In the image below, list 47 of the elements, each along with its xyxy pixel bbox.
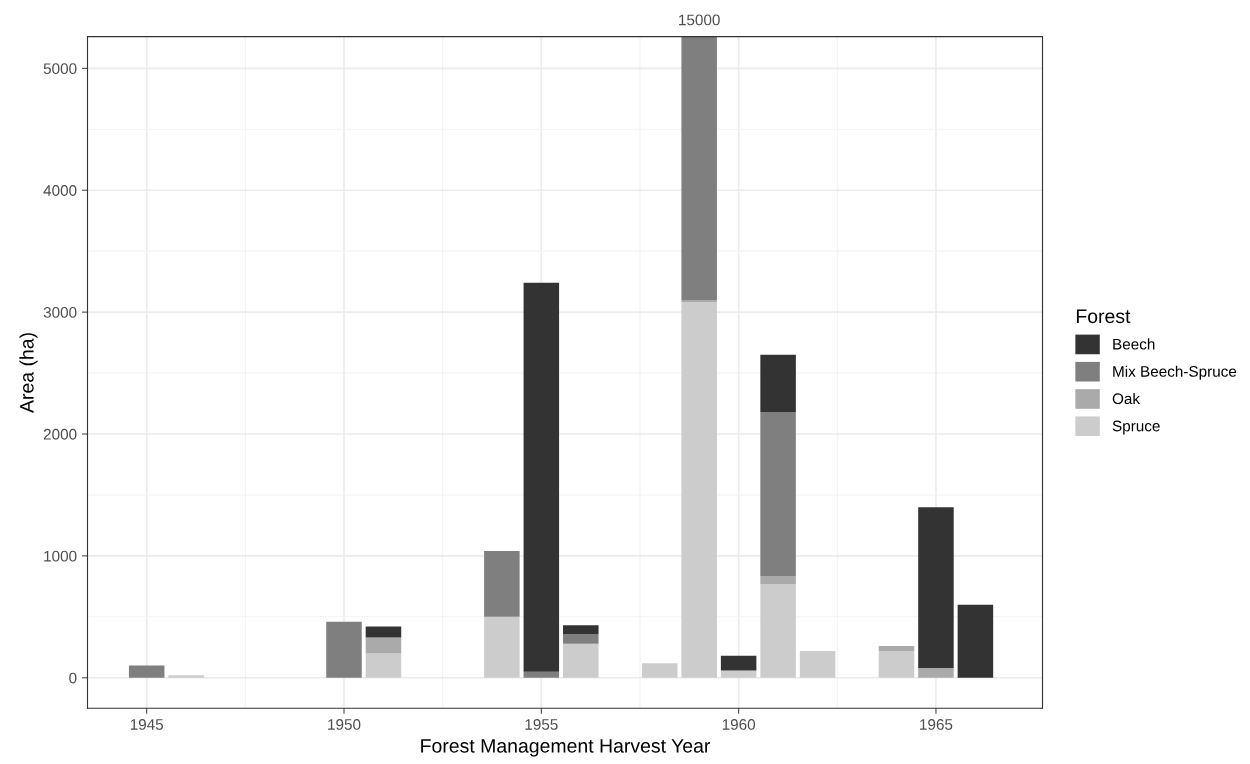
x-tick-label: 1950 bbox=[328, 719, 361, 730]
bar bbox=[799, 650, 836, 678]
bar bbox=[957, 604, 994, 678]
legend-label: Oak bbox=[1112, 392, 1141, 405]
bar bbox=[918, 507, 954, 669]
x-tick-label: 1955 bbox=[525, 719, 558, 730]
bar bbox=[720, 655, 757, 671]
bar bbox=[760, 583, 796, 678]
bar bbox=[641, 663, 678, 678]
bar bbox=[365, 626, 402, 638]
y-tick-label: 0 bbox=[69, 672, 77, 684]
bar bbox=[878, 650, 915, 678]
x-tick-label: 1960 bbox=[722, 719, 756, 730]
legend-label: Mix Beech-Spruce bbox=[1113, 365, 1237, 380]
bar bbox=[326, 621, 362, 678]
legend-label: Spruce bbox=[1112, 420, 1160, 435]
bar bbox=[878, 646, 915, 651]
bar bbox=[681, 36, 717, 300]
y-tick-label: 2000 bbox=[43, 428, 77, 440]
bar bbox=[563, 643, 599, 678]
bar bbox=[168, 675, 204, 678]
x-tick-label: 1945 bbox=[130, 719, 164, 730]
y-tick-label: 4000 bbox=[43, 185, 77, 196]
bar bbox=[523, 282, 560, 672]
bar bbox=[563, 633, 599, 644]
legend-label: Beech bbox=[1113, 338, 1155, 350]
bar bbox=[918, 668, 954, 678]
x-axis-title: Forest Management Harvest Year bbox=[421, 739, 711, 757]
bar bbox=[484, 551, 520, 617]
bar bbox=[563, 625, 599, 634]
y-tick-label: 5000 bbox=[43, 63, 77, 75]
bar bbox=[484, 616, 520, 678]
bar bbox=[720, 670, 757, 678]
bar bbox=[760, 354, 796, 413]
legend-title: Forest bbox=[1076, 309, 1131, 324]
y-tick-label: 1000 bbox=[44, 550, 77, 562]
bar bbox=[128, 665, 165, 678]
bar bbox=[760, 576, 796, 584]
x-tick-label: 1965 bbox=[920, 719, 953, 730]
y-axis-title: Area (ha) bbox=[19, 333, 38, 413]
bar bbox=[365, 637, 402, 654]
bar bbox=[365, 653, 402, 678]
annotation: 15000 bbox=[679, 14, 720, 26]
bar bbox=[760, 412, 796, 577]
bar bbox=[681, 302, 717, 678]
bar bbox=[523, 671, 560, 678]
y-tick-label: 3000 bbox=[43, 306, 77, 318]
